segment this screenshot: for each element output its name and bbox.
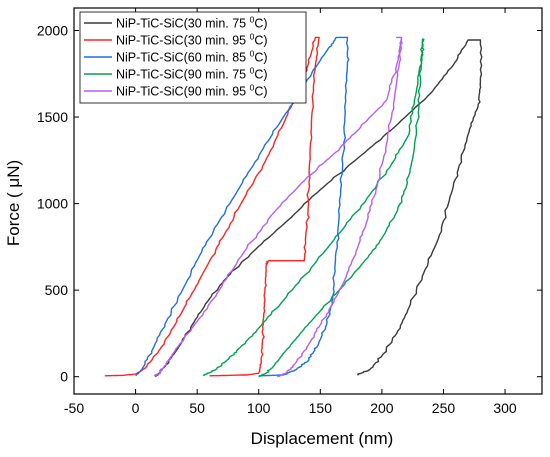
y-tick-label: 1500 [37, 109, 68, 125]
y-axis-title: Force ( μN) [4, 160, 23, 246]
legend-label: NiP-TiC-SiC(30 min. 95 0C) [116, 32, 268, 48]
series-line [104, 36, 320, 377]
x-tick-label: 50 [189, 400, 205, 416]
legend-label: NiP-TiC-SiC(30 min. 75 0C) [116, 15, 268, 31]
x-tick-label: 150 [309, 400, 333, 416]
x-axis-title: Displacement (nm) [251, 429, 394, 448]
x-tick-label: 300 [493, 400, 517, 416]
y-tick-label: 2000 [37, 23, 68, 39]
legend: NiP-TiC-SiC(30 min. 75 0C)NiP-TiC-SiC(30… [79, 11, 307, 104]
series-line [202, 38, 425, 378]
legend-box [79, 11, 307, 104]
x-tick-label: 250 [432, 400, 456, 416]
x-tick-label: -50 [64, 400, 84, 416]
y-axis-ticks: 0 500 1000 1500 2000 [37, 23, 542, 385]
x-tick-label: 0 [132, 400, 140, 416]
legend-label: NiP-TiC-SiC(60 min. 85 0C) [116, 49, 268, 65]
series-line [153, 36, 403, 378]
legend-label: NiP-TiC-SiC(90 min. 95 0C) [116, 83, 268, 99]
y-tick-label: 0 [60, 369, 68, 385]
y-tick-label: 500 [45, 282, 69, 298]
x-tick-label: 200 [370, 400, 394, 416]
y-tick-label: 1000 [37, 196, 68, 212]
x-axis-ticks: -50 0 50 100 150 200 250 300 [64, 8, 517, 416]
x-tick-label: 100 [247, 400, 271, 416]
series-layer [104, 36, 483, 378]
legend-label: NiP-TiC-SiC(90 min. 75 0C) [116, 66, 268, 82]
series-line [135, 36, 350, 377]
series-line [154, 39, 483, 378]
